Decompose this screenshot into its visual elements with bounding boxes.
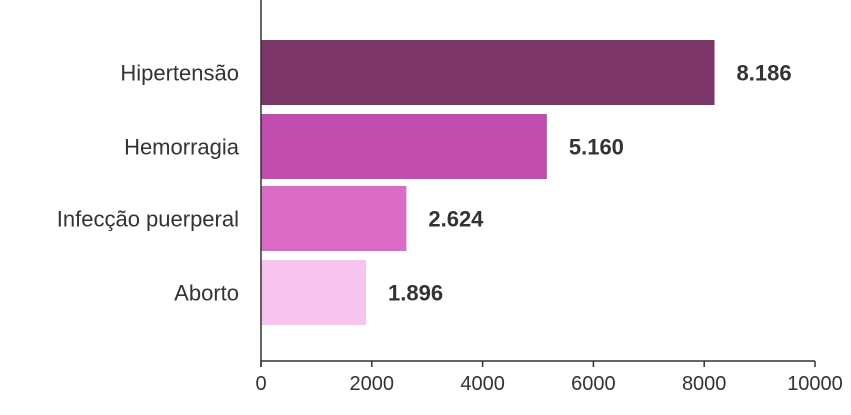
category-label-hemorragia: Hemorragia bbox=[124, 135, 240, 160]
value-label-infeccao-puerperal: 2.624 bbox=[428, 207, 484, 232]
x-tick-label-6000: 6000 bbox=[571, 373, 616, 395]
value-label-aborto: 1.896 bbox=[388, 281, 443, 306]
x-tick-label-0: 0 bbox=[255, 373, 266, 395]
bar-hemorragia bbox=[261, 114, 547, 179]
category-label-hipertensao: Hipertensão bbox=[120, 61, 239, 86]
category-label-infeccao-puerperal: Infecção puerperal bbox=[57, 207, 239, 232]
value-label-hipertensao: 8.186 bbox=[737, 61, 792, 86]
value-label-hemorragia: 5.160 bbox=[569, 135, 624, 160]
category-labels-group: Hipertensão Hemorragia Infecção puerperal A… bbox=[57, 61, 240, 306]
bar-hipertensao bbox=[261, 40, 715, 105]
x-tick-label-8000: 8000 bbox=[682, 373, 727, 395]
bar-infeccao-puerperal bbox=[261, 186, 407, 251]
bars-group bbox=[261, 40, 715, 325]
value-labels-group: 8.186 5.160 2.624 1.896 bbox=[388, 61, 792, 306]
category-label-aborto: Aborto bbox=[174, 281, 239, 306]
x-tick-label-2000: 2000 bbox=[350, 373, 395, 395]
x-tick-label-10000: 10000 bbox=[787, 373, 843, 395]
x-tick-label-4000: 4000 bbox=[460, 373, 505, 395]
bar-aborto bbox=[261, 260, 367, 325]
x-ticks-group: 0 2000 4000 6000 8000 10000 bbox=[255, 361, 843, 395]
